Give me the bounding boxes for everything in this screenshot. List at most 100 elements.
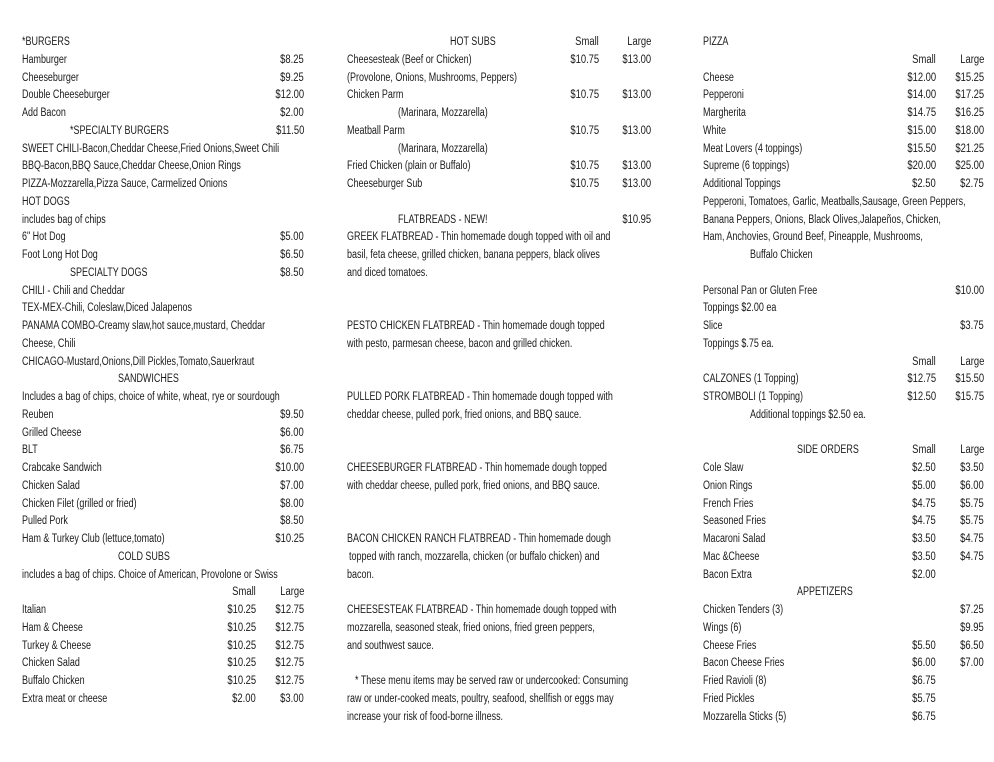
menu-line: Slice $3.75 <box>703 318 984 336</box>
menu-line: Grilled Cheese $6.00 <box>22 425 304 443</box>
menu-line: includes a bag of chips. Choice of Ameri… <box>22 567 304 585</box>
price-large: $8.00 <box>280 497 304 510</box>
price-large: $6.50 <box>280 249 304 261</box>
price-small: Small <box>912 53 936 66</box>
menu-line: Macaroni Salad $3.50 $4.75 <box>703 531 984 549</box>
menu-section-heading: SANDWICHES <box>22 371 304 389</box>
menu-line: BACON CHICKEN RANCH FLATBREAD - Thin hom… <box>347 531 651 549</box>
item-name: French Fries <box>703 497 754 510</box>
price-large: $12.75 <box>275 657 304 670</box>
price-small: $10.75 <box>570 53 599 66</box>
item-name: Seasoned Fries <box>703 515 766 528</box>
price-large: $3.75 <box>960 320 984 332</box>
item-name: Banana Peppers, Onions, Black Olives,Jal… <box>703 213 941 226</box>
item-name: SANDWICHES <box>118 373 179 386</box>
price-small: Small <box>232 586 256 599</box>
menu-line: Includes a bag of chips, choice of white… <box>22 389 304 407</box>
price-large: $15.50 <box>955 373 984 386</box>
item-name: increase your risk of food-borne illness… <box>347 710 504 723</box>
item-name: Pulled Pork <box>22 515 68 528</box>
price-small: $2.00 <box>232 692 256 705</box>
price-large: $17.25 <box>955 89 984 102</box>
price-large: $12.75 <box>275 675 304 687</box>
item-name: Grilled Cheese <box>22 426 82 439</box>
item-name: CHEESEBURGER FLATBREAD - Thin homemade d… <box>347 462 607 474</box>
menu-line: bacon. <box>347 567 651 585</box>
blank-line <box>347 425 651 443</box>
price-large: $2.75 <box>960 178 984 190</box>
menu-line: Small Large <box>703 52 984 70</box>
item-name: Additional toppings $2.50 ea. <box>750 408 866 421</box>
item-name: bacon. <box>347 568 374 581</box>
menu-line: Cheese, Chili <box>22 336 304 354</box>
menu-line: Personal Pan or Gluten Free $10.00 <box>703 283 984 301</box>
item-name: Chicken Filet (grilled or fried) <box>22 497 137 510</box>
menu-line: Buffalo Chicken $10.25 $12.75 <box>22 673 304 691</box>
menu-section-heading: HOT SUBS Small Large <box>347 34 651 52</box>
menu-section-heading: *SPECIALTY BURGERS $11.50 <box>22 123 304 141</box>
item-name: *BURGERS <box>22 36 70 48</box>
price-small: $3.50 <box>912 550 936 563</box>
item-name: Turkey & Cheese <box>22 639 91 652</box>
item-name: Chicken Salad <box>22 657 80 670</box>
price-large: $4.75 <box>960 550 984 563</box>
menu-line: (Provolone, Onions, Mushrooms, Peppers) <box>347 70 651 88</box>
blank-line <box>347 496 651 514</box>
menu-line: Pulled Pork $8.50 <box>22 513 304 531</box>
price-small: $6.75 <box>912 710 936 723</box>
item-name: * These menu items may be served raw or … <box>355 675 629 687</box>
menu-line: French Fries $4.75 $5.75 <box>703 496 984 514</box>
menu-line: CHICAGO-Mustard,Onions,Dill Pickles,Toma… <box>22 354 304 372</box>
item-name: Chicken Tenders (3) <box>703 604 784 616</box>
price-small: $15.50 <box>907 142 936 155</box>
price-large: $12.75 <box>275 639 304 652</box>
item-name: Add Bacon <box>22 107 66 119</box>
blank-line <box>703 265 984 283</box>
menu-line: topped with ranch, mozzarella, chicken (… <box>347 549 651 567</box>
blank-line <box>347 300 651 318</box>
price-large: $7.00 <box>280 479 304 492</box>
menu-line: Toppings $2.00 ea <box>703 300 984 318</box>
item-name: cheddar cheese, pulled pork, fried onion… <box>347 408 582 421</box>
menu-column-middle: HOT SUBS Small Large Cheesesteak (Beef or C… <box>347 34 651 726</box>
item-name: BBQ-Bacon,BBQ Sauce,Cheddar Cheese,Onion… <box>22 160 241 173</box>
price-small: $10.25 <box>227 621 256 634</box>
menu-line: Chicken Salad $10.25 $12.75 <box>22 655 304 673</box>
price-small: $3.50 <box>912 533 936 545</box>
item-name: PULLED PORK FLATBREAD - Thin homemade do… <box>347 391 613 403</box>
menu-line: Ham & Cheese $10.25 $12.75 <box>22 620 304 638</box>
item-name: CALZONES (1 Topping) <box>703 373 799 386</box>
item-name: Toppings $2.00 ea <box>703 302 777 315</box>
item-name: SPECIALTY DOGS <box>70 266 148 279</box>
blank-line <box>347 442 651 460</box>
menu-line: Meat Lovers (4 toppings) $15.50 $21.25 <box>703 141 984 159</box>
item-name: Buffalo Chicken <box>22 675 85 687</box>
price-small: $20.00 <box>907 160 936 173</box>
menu-section-heading: COLD SUBS <box>22 549 304 567</box>
menu-line: Pepperoni, Tomatoes, Garlic, Meatballs,S… <box>703 194 984 212</box>
item-name: SIDE ORDERS <box>797 444 859 457</box>
price-small: Small <box>575 36 599 48</box>
menu-column-left: *BURGERS Hamburger $8.25 Cheeseburger $9.25 D… <box>22 34 304 709</box>
menu-line: Margherita $14.75 $16.25 <box>703 105 984 123</box>
menu-line: Chicken Tenders (3) $7.25 <box>703 602 984 620</box>
item-name: Pepperoni <box>703 89 744 102</box>
menu-line: PIZZA-Mozzarella,Pizza Sauce, Carmelized… <box>22 176 304 194</box>
menu-line: Chicken Salad $7.00 <box>22 478 304 496</box>
price-large: $3.50 <box>960 462 984 474</box>
price-small: $10.75 <box>570 89 599 102</box>
menu-line: Foot Long Hot Dog $6.50 <box>22 247 304 265</box>
item-name: includes a bag of chips. Choice of Ameri… <box>22 568 278 581</box>
item-name: PIZZA <box>703 36 729 48</box>
item-name: Cheeseburger <box>22 71 79 84</box>
price-large: Large <box>279 586 304 599</box>
price-small: $5.00 <box>912 479 936 492</box>
item-name: PIZZA-Mozzarella,Pizza Sauce, Carmelized… <box>22 178 228 190</box>
item-name: Double Cheeseburger <box>22 89 110 102</box>
menu-line: White $15.00 $18.00 <box>703 123 984 141</box>
item-name: Italian <box>22 604 46 616</box>
item-name: FLATBREADS - NEW! <box>398 213 488 226</box>
menu-line: cheddar cheese, pulled pork, fried onion… <box>347 407 651 425</box>
price-large: $9.50 <box>280 408 304 421</box>
item-name: Hamburger <box>22 53 67 66</box>
